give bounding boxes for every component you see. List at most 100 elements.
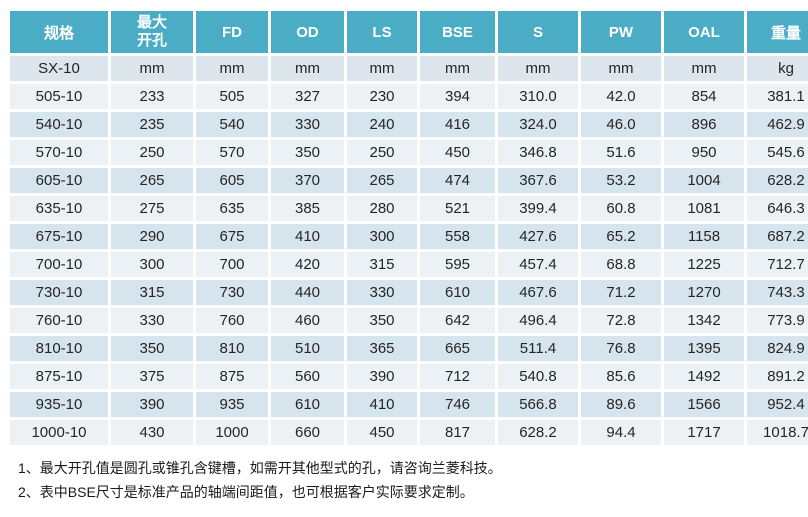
table-cell: 51.6	[581, 140, 661, 165]
unit-cell: mm	[420, 56, 495, 81]
table-cell: 233	[111, 84, 193, 109]
table-cell: 416	[420, 112, 495, 137]
table-cell: 566.8	[498, 392, 578, 417]
table-cell: 730-10	[10, 280, 108, 305]
table-cell: 1004	[664, 168, 744, 193]
unit-cell: mm	[498, 56, 578, 81]
table-cell: 290	[111, 224, 193, 249]
table-cell: 350	[271, 140, 344, 165]
table-cell: 558	[420, 224, 495, 249]
table-cell: 330	[111, 308, 193, 333]
table-cell: 810-10	[10, 336, 108, 361]
column-header: LS	[347, 11, 417, 53]
table-cell: 935-10	[10, 392, 108, 417]
table-cell: 1000-10	[10, 420, 108, 445]
table-row: 605-10 265 605 370 265 474 367.6 53.2 1004 628.2	[10, 168, 808, 193]
unit-cell: mm	[664, 56, 744, 81]
table-cell: 365	[347, 336, 417, 361]
table-cell: 560	[271, 364, 344, 389]
table-cell: 511.4	[498, 336, 578, 361]
table-cell: 300	[347, 224, 417, 249]
table-cell: 457.4	[498, 252, 578, 277]
table-cell: 375	[111, 364, 193, 389]
table-row: 810-10 350 810 510 365 665 511.4 76.8 1395 824.9	[10, 336, 808, 361]
table-cell: 265	[111, 168, 193, 193]
unit-cell: mm	[196, 56, 268, 81]
table-cell: 399.4	[498, 196, 578, 221]
table-cell: 675-10	[10, 224, 108, 249]
table-cell: 410	[271, 224, 344, 249]
table-cell: 540	[196, 112, 268, 137]
table-cell: 385	[271, 196, 344, 221]
table-cell: 42.0	[581, 84, 661, 109]
table-cell: 250	[347, 140, 417, 165]
column-header-label: OD	[296, 23, 319, 41]
table-cell: 53.2	[581, 168, 661, 193]
table-cell: 71.2	[581, 280, 661, 305]
column-header: OD	[271, 11, 344, 53]
column-header-label: 重量	[770, 24, 801, 42]
table-cell: 60.8	[581, 196, 661, 221]
table-cell: 240	[347, 112, 417, 137]
table-cell: 854	[664, 84, 744, 109]
table-row: 675-10 290 675 410 300 558 427.6 65.2 1158 687.2	[10, 224, 808, 249]
table-cell: 642	[420, 308, 495, 333]
table-cell: 605-10	[10, 168, 108, 193]
table-cell: 545.6	[747, 140, 808, 165]
table-cell: 1081	[664, 196, 744, 221]
table-cell: 250	[111, 140, 193, 165]
table-cell: 350	[111, 336, 193, 361]
table-cell: 760-10	[10, 308, 108, 333]
footnotes: 1、最大开孔值是圆孔或锥孔含键槽，如需开其他型式的孔，请咨询兰菱科技。 2、表中…	[10, 457, 798, 504]
table-cell: 773.9	[747, 308, 808, 333]
table-cell: 635	[196, 196, 268, 221]
table-cell: 65.2	[581, 224, 661, 249]
unit-cell: mm	[271, 56, 344, 81]
table-row: 730-10 315 730 440 330 610 467.6 71.2 1270 743.3	[10, 280, 808, 305]
table-cell: 89.6	[581, 392, 661, 417]
table-cell: 46.0	[581, 112, 661, 137]
table-cell: 950	[664, 140, 744, 165]
table-cell: 390	[347, 364, 417, 389]
column-header-label: FD	[222, 23, 242, 41]
table-cell: 390	[111, 392, 193, 417]
column-header: FD	[196, 11, 268, 53]
table-cell: 712	[420, 364, 495, 389]
table-cell: 628.2	[747, 168, 808, 193]
table-cell: 610	[420, 280, 495, 305]
table-row: 935-10 390 935 610 410 746 566.8 89.6 1566 952.4	[10, 392, 808, 417]
table-cell: 505-10	[10, 84, 108, 109]
table-cell: 700	[196, 252, 268, 277]
unit-cell: mm	[347, 56, 417, 81]
table-cell: 394	[420, 84, 495, 109]
table-cell: 420	[271, 252, 344, 277]
table-cell: 350	[347, 308, 417, 333]
table-cell: 315	[111, 280, 193, 305]
table-cell: 370	[271, 168, 344, 193]
spec-table: 规格 最大开孔 FD OD LS BSE S PW OAL 重量 SX-10 mm mm mm mm mm m…	[7, 8, 808, 448]
table-row: 1000-10 430 1000 660 450 817 628.2 94.4 1717 1018…	[10, 420, 808, 445]
table-cell: 675	[196, 224, 268, 249]
table-cell: 570	[196, 140, 268, 165]
column-header: 重量	[747, 11, 808, 53]
table-cell: 467.6	[498, 280, 578, 305]
table-row: 570-10 250 570 350 250 450 346.8 51.6 950 545.6	[10, 140, 808, 165]
table-cell: 346.8	[498, 140, 578, 165]
table-cell: 628.2	[498, 420, 578, 445]
table-cell: 730	[196, 280, 268, 305]
table-cell: 540-10	[10, 112, 108, 137]
column-header: OAL	[664, 11, 744, 53]
table-cell: 450	[420, 140, 495, 165]
table-cell: 76.8	[581, 336, 661, 361]
table-cell: 324.0	[498, 112, 578, 137]
table-cell: 474	[420, 168, 495, 193]
table-cell: 505	[196, 84, 268, 109]
table-cell: 327	[271, 84, 344, 109]
column-header: 最大开孔	[111, 11, 193, 53]
table-cell: 235	[111, 112, 193, 137]
table-cell: 1225	[664, 252, 744, 277]
table-row: 540-10 235 540 330 240 416 324.0 46.0 896 462.9	[10, 112, 808, 137]
table-cell: 450	[347, 420, 417, 445]
table-cell: 280	[347, 196, 417, 221]
table-cell: 1270	[664, 280, 744, 305]
